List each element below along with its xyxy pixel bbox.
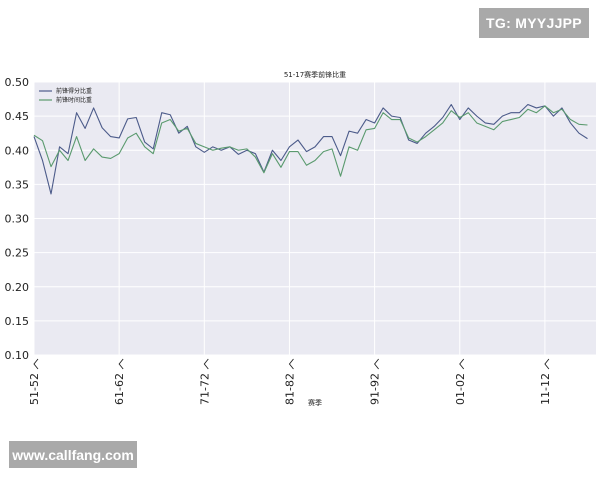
watermark-badge-top-right: TG: MYYJJPP — [479, 8, 589, 38]
y-tick-label: 0.10 — [5, 349, 30, 362]
x-tick-label: 61-62 — [113, 373, 126, 405]
x-tick-mark — [459, 358, 465, 370]
y-tick-label: 0.40 — [5, 144, 30, 157]
legend-label-2: 前锋时间比重 — [56, 96, 92, 104]
y-tick-label: 0.25 — [5, 247, 30, 260]
y-tick-label: 0.45 — [5, 110, 30, 123]
legend: 前锋得分比重 前锋时间比重 — [39, 87, 92, 104]
series-line-1 — [33, 103, 588, 195]
series-lines — [33, 103, 588, 195]
y-tick-label: 0.50 — [5, 76, 30, 89]
y-tick-label: 0.15 — [5, 315, 30, 328]
x-tick-mark — [33, 358, 39, 370]
x-tick-label: 01-02 — [454, 373, 467, 405]
watermark-badge-bottom-left: www.callfang.com — [9, 441, 137, 468]
y-tick-label: 0.20 — [5, 281, 30, 294]
series-line-2 — [33, 105, 588, 177]
x-tick-mark — [288, 358, 294, 370]
x-tick-mark — [118, 358, 124, 370]
y-tick-label: 0.30 — [5, 213, 30, 226]
x-tick-label: 91-92 — [369, 373, 382, 405]
x-tick-label: 81-82 — [283, 373, 296, 405]
chart-title: 51-17赛季前锋比重 — [284, 70, 346, 79]
x-tick-mark — [374, 358, 379, 370]
x-tick-label: 71-72 — [198, 373, 211, 405]
grid — [33, 81, 596, 356]
legend-label-1: 前锋得分比重 — [56, 87, 92, 95]
x-tick-label: 11-12 — [539, 373, 552, 405]
x-axis: 51-52 61-62 71-72 81-82 91-92 01-02 11-12 — [28, 358, 552, 405]
y-axis: 0.10 0.15 0.20 0.25 0.30 0.35 0.40 0.45 0.50 — [5, 76, 30, 362]
x-tick-mark — [544, 358, 550, 370]
x-axis-label: 赛季 — [308, 398, 322, 407]
x-tick-mark — [203, 358, 209, 370]
y-tick-label: 0.35 — [5, 178, 30, 191]
x-tick-label: 51-52 — [28, 373, 41, 405]
